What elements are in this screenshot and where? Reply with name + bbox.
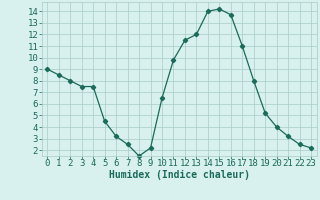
- X-axis label: Humidex (Indice chaleur): Humidex (Indice chaleur): [109, 170, 250, 180]
